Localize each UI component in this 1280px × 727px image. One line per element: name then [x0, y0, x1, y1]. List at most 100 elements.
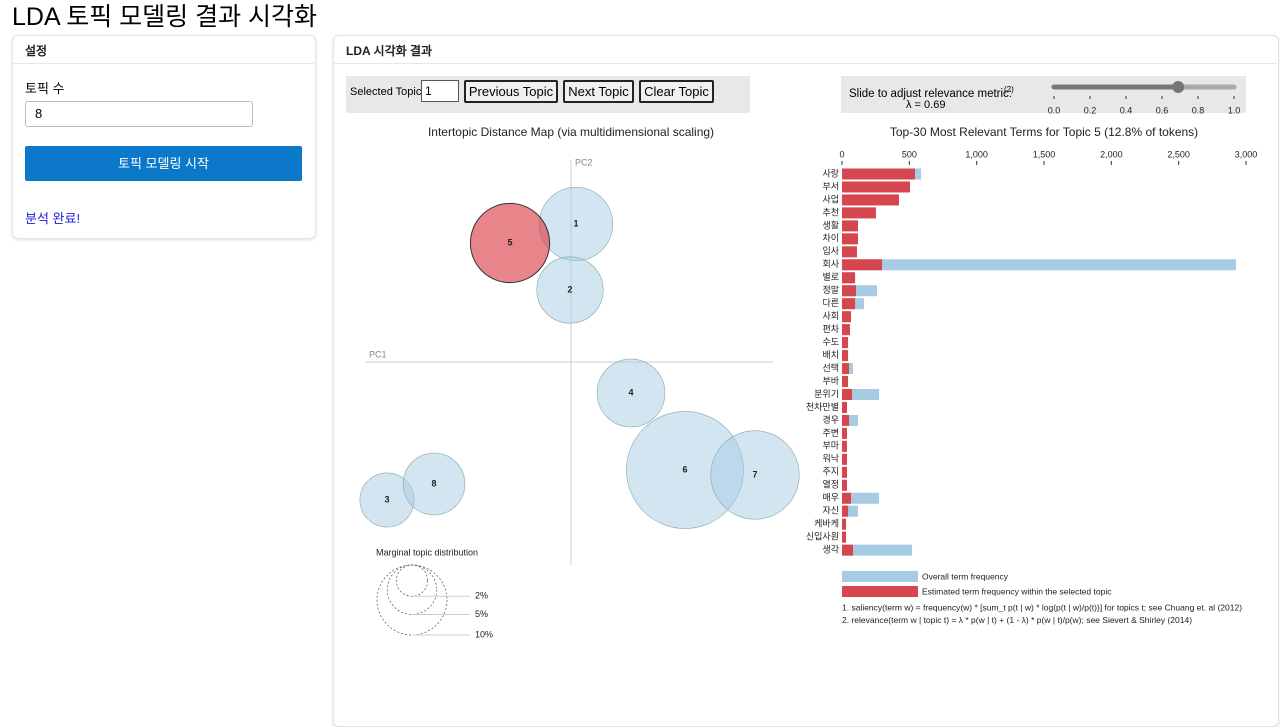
topic-label: 1: [573, 218, 578, 228]
relevance-label: Slide to adjust relevance metric:: [849, 88, 1012, 100]
term-label: 부마: [822, 441, 839, 451]
term-bar: [842, 376, 849, 388]
term-label: 선택: [822, 363, 839, 373]
term-label: 케바케: [814, 519, 839, 529]
topic-bubble: [596, 358, 666, 428]
term-bar: [842, 401, 847, 413]
term-label: 차이: [822, 232, 839, 243]
x-axis-label: PC1: [369, 349, 387, 359]
size-legend-label: 2%: [475, 591, 488, 601]
topic-count-input[interactable]: 8: [25, 101, 253, 127]
term-label: 주변: [822, 428, 839, 438]
term-label: 부바: [822, 376, 839, 386]
term-label: 사회: [822, 311, 839, 321]
selected-topic-input[interactable]: 1: [421, 80, 459, 102]
term-bar: [842, 479, 847, 491]
viz-header: LDA 시각화 결과: [346, 44, 433, 58]
x-tick-label: 2,500: [1167, 149, 1190, 159]
size-legend-label: 5%: [475, 609, 488, 619]
clear-topic-button[interactable]: Clear Topic: [639, 80, 714, 103]
term-label: 배치: [822, 349, 839, 360]
term-label: 워낙: [822, 454, 839, 464]
size-legend-label: 10%: [475, 629, 493, 639]
size-legend-title: Marginal topic distribution: [376, 547, 478, 557]
topic-label: 8: [431, 478, 436, 488]
term-bar: [842, 324, 850, 336]
term-bar: [842, 518, 847, 530]
term-label: 생각: [822, 544, 839, 555]
slider-tick-label: 0.4: [1120, 105, 1133, 115]
y-axis-label: PC2: [575, 157, 593, 167]
term-label: 다른: [822, 298, 839, 308]
settings-card: [12, 35, 316, 239]
run-button[interactable]: 토픽 모델링 시작: [25, 146, 302, 181]
topic-bubble: [536, 256, 604, 324]
term-bar: [842, 492, 852, 504]
term-bar: [842, 544, 913, 556]
topic-label: 4: [628, 387, 633, 397]
slider-tick-label: 0.2: [1084, 105, 1097, 115]
term-bar: [842, 388, 852, 400]
term-label: 추천: [822, 207, 839, 217]
chart-title: Top-30 Most Relevant Terms for Topic 5 (…: [890, 125, 1198, 139]
x-tick-label: 1,500: [1033, 149, 1056, 159]
previous-topic-button[interactable]: Previous Topic: [464, 80, 558, 103]
term-bar: [842, 414, 850, 426]
term-label: 부서: [822, 181, 839, 191]
term-label: 사랑: [822, 167, 839, 178]
term-bar: [842, 285, 857, 297]
x-tick-label: 2,000: [1100, 149, 1123, 159]
term-bar: [842, 544, 854, 556]
term-bar: [842, 259, 1236, 271]
term-label: 정말: [822, 284, 839, 295]
footnote: 1. saliency(term w) = frequency(w) * [su…: [842, 602, 1242, 612]
term-bar: [842, 388, 880, 400]
term-bar: [842, 207, 876, 219]
topic-count-label: 토픽 수: [25, 81, 65, 96]
term-bar: [842, 531, 847, 543]
topic-label: 5: [507, 237, 512, 247]
topic-label: 7: [752, 469, 757, 479]
size-legend-circle: [395, 564, 429, 597]
term-bar: [842, 363, 850, 375]
legend-label: Overall term frequency: [922, 571, 1009, 581]
topic-bubble: [402, 452, 466, 516]
slider-tick-label: 0.8: [1192, 105, 1205, 115]
x-tick-label: 1,000: [965, 149, 988, 159]
term-label: 매우: [822, 493, 839, 503]
term-label: 입사: [822, 245, 839, 256]
term-bar: [842, 181, 911, 193]
size-legend-circle: [386, 564, 438, 615]
term-label: 회사: [822, 259, 839, 269]
term-bar: [842, 259, 882, 271]
topic-label: 3: [384, 494, 389, 504]
footnote: 2. relevance(term w | topic t) = λ * p(w…: [842, 615, 1192, 625]
term-bar: [842, 427, 847, 439]
next-topic-button[interactable]: Next Topic: [563, 80, 634, 103]
term-bar: [842, 233, 859, 245]
size-legend-circle: [376, 564, 448, 636]
term-label: 열정: [822, 480, 839, 490]
term-bar: [842, 298, 856, 310]
term-bar: [842, 285, 878, 297]
term-label: 별로: [822, 272, 839, 282]
term-label: 경우: [822, 414, 839, 425]
term-bar: [842, 337, 849, 349]
term-bar: [842, 246, 857, 258]
status-text: 분석 완료!: [25, 211, 81, 226]
topic-label: 2: [567, 284, 572, 294]
term-bar: [842, 440, 847, 452]
page-title: LDA 토픽 모델링 결과 시각화: [12, 3, 318, 31]
settings-header: 설정: [25, 44, 48, 58]
term-label: 분위기: [814, 389, 839, 399]
topic-label: 6: [682, 464, 687, 474]
term-bar: [842, 414, 859, 426]
term-bar: [842, 168, 915, 180]
divider: [13, 63, 314, 64]
legend-label: Estimated term frequency within the sele…: [922, 586, 1112, 596]
divider: [334, 63, 1277, 64]
legend-swatch: [842, 571, 918, 582]
term-bar: [842, 311, 852, 323]
